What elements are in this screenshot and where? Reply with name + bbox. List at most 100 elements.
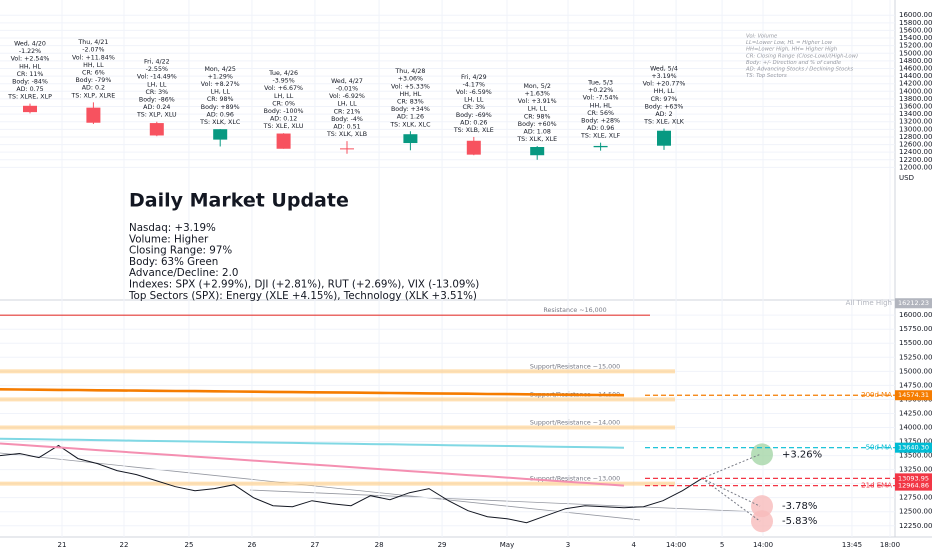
annotation-line: AD: 0.26 (460, 119, 487, 126)
level-band (0, 369, 675, 374)
y-tick-label: 14600.00 (899, 64, 932, 72)
trend-line (0, 452, 641, 521)
annotation-date: Thu, 4/21 (77, 39, 108, 46)
price-label-name: All Time High (846, 299, 892, 307)
annotation-line: Body: +63% (645, 103, 684, 110)
update-line: Indexes: SPX (+2.99%), DJI (+2.81%), RUT… (129, 279, 479, 291)
update-line: Nasdaq: +3.19% (129, 222, 216, 234)
candle-body (530, 147, 545, 156)
annotation-line: Body: +89% (201, 104, 240, 111)
annotation-line: Body: -84% (12, 78, 48, 85)
y-tick-label: 14250.00 (899, 409, 932, 417)
series-line (0, 437, 625, 449)
trend-line (249, 489, 761, 513)
annotation-line: AD: 0.2 (82, 85, 105, 92)
level-band (0, 397, 675, 402)
candle-body (276, 133, 291, 149)
series-line (0, 388, 625, 397)
annotation-date: Thu, 4/28 (394, 68, 425, 75)
price-label: 14574.31 (898, 391, 929, 399)
annotation-line: CR: 56% (587, 110, 614, 117)
annotation-line: TS: XLE, XLU (263, 123, 304, 130)
annotation-line: Vol: +2.54% (11, 56, 50, 63)
y-tick-label: 15000.00 (899, 49, 932, 57)
x-tick-label: May (500, 541, 514, 549)
annotation-line: +1.63% (525, 90, 550, 97)
annotation-line: CR: 3% (145, 89, 168, 96)
annotation-line: CR: 97% (651, 96, 678, 103)
update-line: Closing Range: 97% (129, 245, 232, 257)
y-tick-label: 12600.00 (899, 141, 932, 149)
annotation-line: HH, LL (654, 88, 675, 95)
y-tick-label: 15750.00 (899, 325, 932, 333)
annotation-line: LH, LL (337, 101, 357, 108)
price-label-box (895, 480, 932, 491)
annotation-line: TS: XLK, XLB (326, 131, 367, 138)
annotation-line: Body: -4% (331, 116, 363, 123)
y-tick-label: 13750.00 (899, 438, 932, 446)
series-line (0, 444, 703, 524)
annotation-line: Vol: +20.77% (643, 81, 686, 88)
annotation-line: CR: 11% (17, 71, 44, 78)
price-label-box (895, 390, 932, 401)
annotation-line: AD: 2 (655, 111, 672, 118)
x-tick-label: 28 (375, 541, 384, 549)
level-label: Support/Resistance ~15,000 (530, 363, 620, 370)
annotation-line: Vol: -6.92% (329, 93, 365, 100)
candle-body (86, 107, 101, 123)
candle-body (340, 148, 354, 150)
y-tick-label: 12200.00 (899, 156, 932, 164)
y-tick-label: 14750.00 (899, 381, 932, 389)
y-tick-label: 13800.00 (899, 95, 932, 103)
price-label-box (895, 298, 932, 309)
annotation-line: LH, LL (528, 106, 548, 113)
y-tick-label: 15600.00 (899, 26, 932, 34)
legend-note: LL=Lower Low, HL = Higher Low (746, 40, 833, 46)
series-line (0, 442, 625, 487)
annotation-line: AD: 1.08 (524, 128, 551, 135)
annotation-line: CR: 21% (334, 108, 361, 115)
price-label: 12964.86 (898, 482, 929, 490)
legend-note: Body: +/- Direction and % of candle (746, 60, 842, 66)
annotation-line: Vol: +11.84% (72, 54, 115, 61)
legend-note: CR: Closing Range (Close-Low)/(High-Low) (746, 53, 858, 59)
update-line: Advance/Decline: 2.0 (129, 267, 238, 279)
annotation-line: TS: XLK, XLC (199, 119, 241, 126)
y-tick-label: 15250.00 (899, 353, 932, 361)
projection-line (701, 453, 761, 479)
y-tick-label: 15000.00 (899, 367, 932, 375)
annotation-line: Body: +34% (391, 106, 430, 113)
y-tick-label: 12800.00 (899, 133, 932, 141)
candle-body (593, 145, 608, 148)
x-tick-label: 29 (438, 541, 447, 549)
y-tick-label: 14200.00 (899, 80, 932, 88)
annotation-date: Wed, 4/20 (14, 40, 46, 47)
annotation-date: Fri, 4/22 (144, 59, 170, 66)
y-tick-label: 15400.00 (899, 34, 932, 42)
x-tick-label: 4 (632, 541, 637, 549)
y-tick-label: 13250.00 (899, 466, 932, 474)
x-tick-label: 5 (720, 541, 724, 549)
annotation-date: Mon, 4/25 (204, 66, 235, 73)
x-tick-label: 18:00 (880, 541, 900, 549)
price-label: 16212.23 (898, 299, 929, 307)
level-label: Support/Resistance ~14,000 (530, 419, 620, 426)
annotation-line: LH, LL (211, 89, 231, 96)
annotation-line: +0.22% (588, 87, 613, 94)
projection-circle (751, 495, 773, 518)
y-tick-label: 12400.00 (899, 148, 932, 156)
annotation-line: LH, LL (147, 81, 167, 88)
annotation-line: Body: +28% (581, 117, 620, 124)
price-label-box (895, 473, 932, 484)
annotation-line: TS: XLE, XLK (643, 119, 685, 126)
annotation-date: Fri, 4/29 (461, 74, 487, 81)
candle-body (403, 134, 418, 144)
annotation-line: +1.29% (208, 73, 233, 80)
y-tick-label: 15200.00 (899, 42, 932, 50)
annotation-line: Vol: +3.91% (518, 98, 557, 105)
annotation-line: Body: -79% (75, 77, 111, 84)
annotation-line: CR: 83% (397, 98, 424, 105)
x-tick-label: 3 (566, 541, 570, 549)
annotation-line: AD: 0.96 (207, 111, 234, 118)
